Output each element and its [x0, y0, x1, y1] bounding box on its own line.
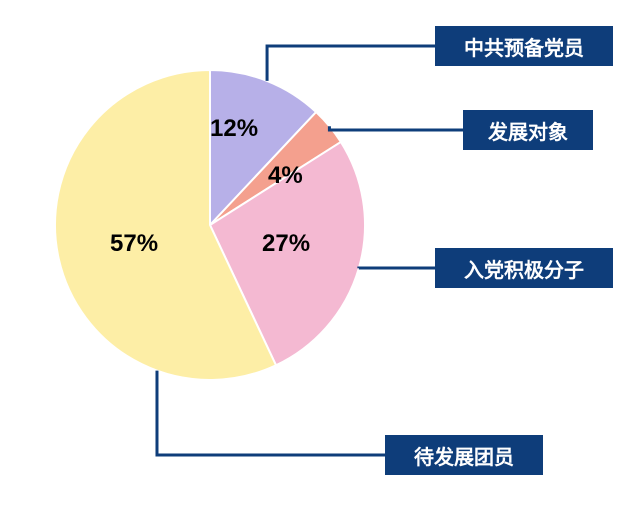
legend-active: 入党积极分子 — [435, 248, 613, 288]
leader-prep — [267, 46, 435, 81]
legend-prep: 中共预备党员 — [435, 26, 613, 66]
percent-label-league: 57% — [110, 230, 158, 258]
legend-active-label: 入党积极分子 — [464, 254, 584, 283]
legend-league-label: 待发展团员 — [414, 441, 514, 470]
percent-label-prep: 12% — [210, 115, 258, 143]
pie-chart-container: 中共预备党员 发展对象 入党积极分子 待发展团员 12% 4% 27% 57% — [0, 0, 643, 505]
percent-label-dev: 4% — [268, 162, 303, 190]
leader-league — [157, 371, 385, 455]
leader-dev — [329, 126, 463, 130]
legend-league: 待发展团员 — [385, 435, 543, 475]
legend-prep-label: 中共预备党员 — [464, 32, 584, 61]
percent-label-active: 27% — [262, 230, 310, 258]
legend-dev: 发展对象 — [463, 110, 593, 150]
legend-dev-label: 发展对象 — [488, 116, 568, 145]
